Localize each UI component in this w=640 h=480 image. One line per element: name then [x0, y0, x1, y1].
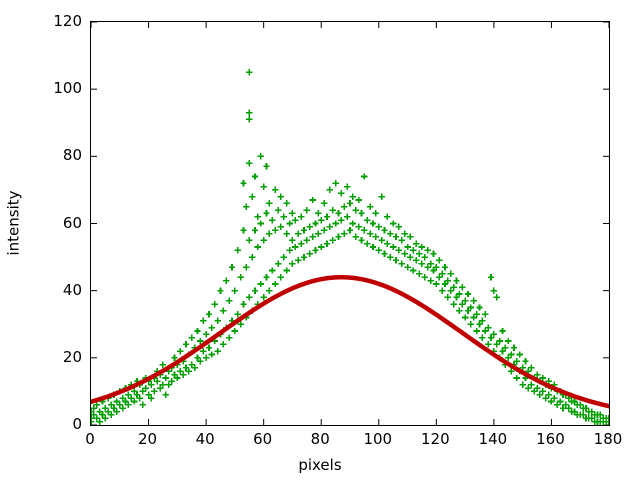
x-tick-label: 100 — [363, 430, 393, 448]
y-tick-label: 80 — [62, 146, 82, 165]
x-tick-label: 40 — [195, 430, 215, 448]
x-tick-label: 20 — [138, 430, 158, 448]
x-axis-title: pixels — [298, 456, 342, 474]
plot-area — [90, 21, 610, 426]
y-tick-label: 40 — [62, 280, 82, 299]
x-tick-label: 160 — [536, 430, 565, 448]
x-tick-label: 140 — [478, 430, 508, 448]
x-tick-label: 0 — [85, 430, 95, 448]
y-tick-label: 120 — [53, 12, 82, 30]
x-tick-label: 120 — [421, 430, 450, 448]
y-tick-label: 100 — [53, 79, 82, 98]
x-tick-label: 180 — [593, 430, 623, 448]
y-axis-tick-labels: 0 20 40 60 80 100 120 — [0, 0, 82, 480]
x-tick-label: 60 — [253, 430, 273, 448]
plot-canvas — [91, 22, 609, 425]
x-axis-tick-labels: 0 20 40 60 80 100 120 140 160 180 — [0, 432, 640, 454]
x-tick-label: 80 — [310, 430, 330, 448]
y-tick-label: 60 — [62, 213, 82, 232]
y-tick-label: 20 — [62, 347, 82, 366]
y-tick-label: 0 — [72, 415, 82, 433]
